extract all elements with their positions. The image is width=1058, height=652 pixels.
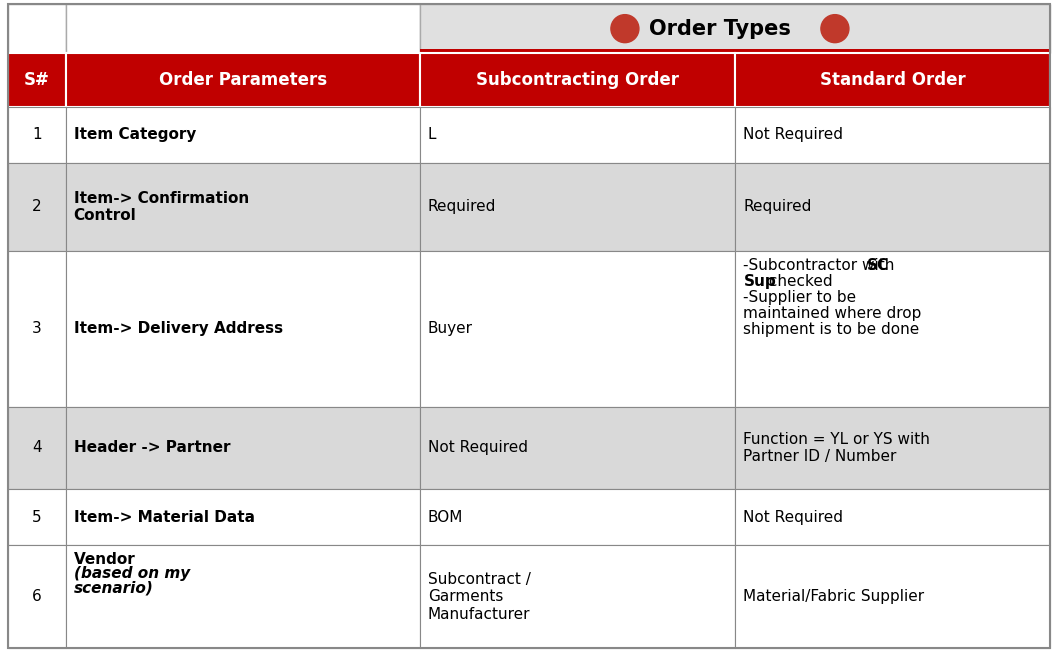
Text: Header -> Partner: Header -> Partner bbox=[74, 440, 230, 455]
Bar bbox=[735, 407, 1050, 489]
Bar bbox=[8, 4, 66, 53]
Text: Required: Required bbox=[427, 200, 496, 215]
Bar bbox=[66, 250, 420, 407]
Bar bbox=[66, 545, 420, 648]
Circle shape bbox=[610, 14, 639, 42]
Bar bbox=[420, 53, 735, 107]
Text: 2: 2 bbox=[32, 200, 41, 215]
Bar bbox=[420, 50, 1050, 53]
Text: Order Parameters: Order Parameters bbox=[159, 71, 327, 89]
Bar bbox=[735, 53, 1050, 107]
Bar bbox=[8, 489, 66, 545]
Text: 5: 5 bbox=[32, 510, 41, 525]
Text: Item-> Delivery Address: Item-> Delivery Address bbox=[74, 321, 282, 336]
Text: Subcontract /
Garments
Manufacturer: Subcontract / Garments Manufacturer bbox=[427, 572, 531, 621]
Text: Sup: Sup bbox=[744, 273, 777, 288]
Bar bbox=[66, 53, 420, 107]
Bar bbox=[420, 545, 735, 648]
Text: L: L bbox=[427, 127, 436, 142]
Text: Not Required: Not Required bbox=[427, 440, 528, 455]
Text: SC: SC bbox=[867, 258, 889, 273]
Text: 3: 3 bbox=[32, 321, 41, 336]
Text: S#: S# bbox=[24, 71, 50, 89]
Text: Order Types: Order Types bbox=[649, 19, 791, 38]
Bar bbox=[420, 250, 735, 407]
Text: 4: 4 bbox=[32, 440, 41, 455]
Text: -Supplier to be: -Supplier to be bbox=[744, 289, 857, 304]
Text: Item Category: Item Category bbox=[74, 127, 196, 142]
Bar bbox=[735, 489, 1050, 545]
Text: maintained where drop: maintained where drop bbox=[744, 306, 922, 321]
Bar bbox=[420, 407, 735, 489]
Text: Item-> Confirmation
Control: Item-> Confirmation Control bbox=[74, 190, 249, 223]
Text: Not Required: Not Required bbox=[744, 127, 843, 142]
Text: BOM: BOM bbox=[427, 510, 463, 525]
Bar bbox=[420, 163, 735, 250]
Bar bbox=[735, 545, 1050, 648]
Text: Subcontracting Order: Subcontracting Order bbox=[476, 71, 679, 89]
Circle shape bbox=[821, 14, 849, 42]
Bar bbox=[735, 163, 1050, 250]
Text: Required: Required bbox=[744, 200, 811, 215]
Text: 1: 1 bbox=[32, 127, 41, 142]
Text: Function = YL or YS with
Partner ID / Number: Function = YL or YS with Partner ID / Nu… bbox=[744, 432, 930, 464]
Text: Not Required: Not Required bbox=[744, 510, 843, 525]
Text: Vendor: Vendor bbox=[74, 552, 140, 567]
Bar bbox=[420, 107, 735, 163]
Bar bbox=[735, 107, 1050, 163]
Bar bbox=[8, 107, 66, 163]
Bar bbox=[8, 163, 66, 250]
Text: 2: 2 bbox=[831, 22, 840, 36]
Text: Item-> Material Data: Item-> Material Data bbox=[74, 510, 255, 525]
Bar bbox=[8, 250, 66, 407]
Bar bbox=[420, 4, 1050, 53]
Text: Standard Order: Standard Order bbox=[820, 71, 966, 89]
Bar bbox=[66, 489, 420, 545]
Bar bbox=[8, 53, 66, 107]
Text: 6: 6 bbox=[32, 589, 41, 604]
Text: checked: checked bbox=[764, 273, 833, 288]
Text: Buyer: Buyer bbox=[427, 321, 473, 336]
Text: scenario): scenario) bbox=[74, 580, 153, 595]
Bar bbox=[8, 407, 66, 489]
Bar bbox=[66, 163, 420, 250]
Text: -Subcontractor with: -Subcontractor with bbox=[744, 258, 899, 273]
Bar bbox=[66, 107, 420, 163]
Text: Material/Fabric Supplier: Material/Fabric Supplier bbox=[744, 589, 925, 604]
Bar bbox=[420, 489, 735, 545]
Bar bbox=[8, 545, 66, 648]
Bar bbox=[735, 250, 1050, 407]
Text: shipment is to be done: shipment is to be done bbox=[744, 321, 919, 336]
Text: (based on my: (based on my bbox=[74, 567, 189, 582]
Text: 1: 1 bbox=[620, 22, 630, 36]
Bar bbox=[66, 407, 420, 489]
Bar bbox=[66, 4, 420, 53]
